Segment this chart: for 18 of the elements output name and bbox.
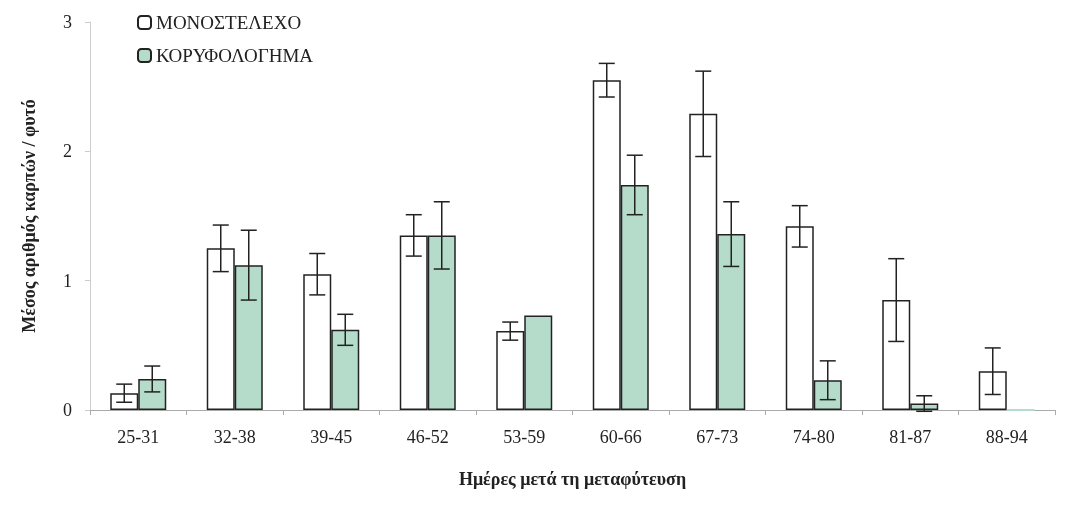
x-tick-label: 25-31 — [117, 427, 160, 447]
x-tick-label: 32-38 — [213, 427, 256, 447]
y-tick-label: 0 — [63, 400, 72, 420]
y-tick-label: 2 — [63, 141, 72, 162]
y-axis-title: Μέσος αριθμός καρπών / φυτό — [19, 99, 39, 333]
y-tick-label: 3 — [63, 12, 72, 32]
x-tick-label: 81-87 — [889, 427, 932, 447]
x-tick-label: 74-80 — [792, 427, 835, 447]
x-tick-label: 39-45 — [310, 427, 353, 447]
x-axis-title: Ημέρες μετά τη μεταφύτευση — [458, 469, 687, 489]
x-tick-label: 60-66 — [599, 427, 642, 447]
x-tick-label: 46-52 — [406, 427, 449, 447]
x-tick-label: 88-94 — [985, 427, 1028, 447]
y-tick-label: 1 — [63, 270, 72, 291]
x-tick-label: 67-73 — [696, 427, 739, 447]
legend-label: ΚΟΡΥΦΟΛΟΓΗΜΑ — [156, 45, 314, 66]
legend-label: ΜΟΝΟΣΤΕΛΕΧΟ — [156, 12, 302, 33]
x-tick-label: 53-59 — [503, 427, 546, 447]
